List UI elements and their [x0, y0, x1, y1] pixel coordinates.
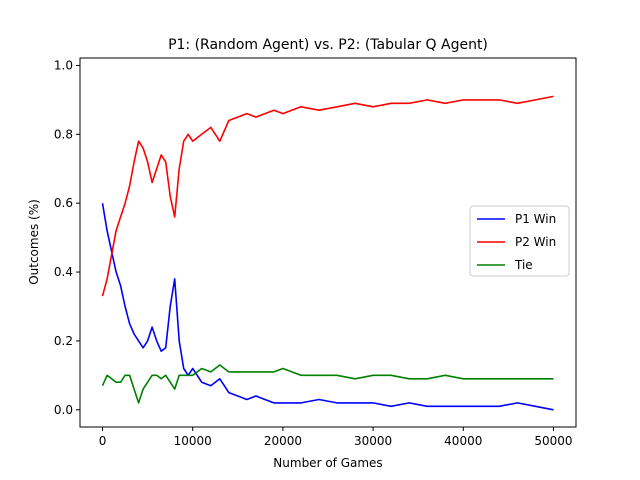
y-axis-label: Outcomes (%): [27, 199, 41, 285]
x-tick-label: 10000: [174, 434, 212, 448]
y-tick-label: 1.0: [54, 58, 73, 72]
y-axis: 0.0 0.2 0.4 0.6 0.8 1.0: [54, 58, 80, 417]
legend-label-3: Tie: [514, 258, 533, 272]
legend-label-1: P1 Win: [515, 212, 556, 226]
series-line-3: [101, 364, 554, 404]
y-tick-label: 0.2: [54, 334, 73, 348]
series-line-2: [101, 95, 554, 297]
x-tick-label: 40000: [444, 434, 482, 448]
x-tick-label: 30000: [354, 434, 392, 448]
legend: P1 Win P2 Win Tie: [469, 205, 570, 277]
y-tick-label: 0.4: [54, 265, 73, 279]
series-layer: [101, 95, 554, 411]
plot-frame: [79, 57, 577, 428]
x-axis-label: Number of Games: [273, 456, 382, 470]
series-line-1: [101, 203, 554, 411]
y-tick-label: 0.6: [54, 196, 73, 210]
y-tick-label: 0.0: [54, 403, 73, 417]
x-tick-label: 0: [99, 434, 107, 448]
legend-items: P1 Win P2 Win Tie: [477, 212, 556, 272]
x-axis: 0 10000 20000 30000 40000 50000: [99, 427, 573, 448]
legend-box: [469, 205, 570, 277]
legend-label-2: P2 Win: [515, 235, 556, 249]
y-tick-label: 0.8: [54, 127, 73, 141]
x-tick-label: 20000: [264, 434, 302, 448]
x-tick-label: 50000: [534, 434, 572, 448]
chart-title: P1: (Random Agent) vs. P2: (Tabular Q Ag…: [168, 37, 488, 53]
